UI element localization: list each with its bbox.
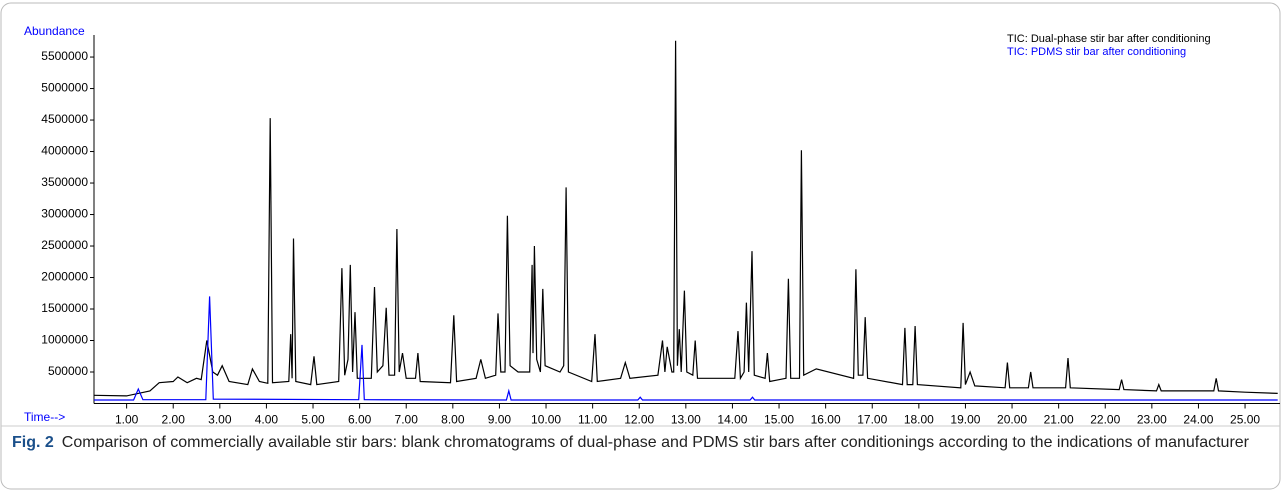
x-tick-label: 2.00 bbox=[162, 413, 186, 427]
y-tick-label: 2500000 bbox=[41, 238, 88, 252]
y-tick-label: 2000000 bbox=[41, 270, 88, 284]
y-tick-label: 4000000 bbox=[41, 144, 88, 158]
legend-entry: TIC: Dual-phase stir bar after condition… bbox=[1007, 33, 1211, 45]
x-tick-label: 1.00 bbox=[115, 413, 139, 427]
x-axis-label: Time--> bbox=[24, 410, 65, 424]
x-tick-label: 16.00 bbox=[811, 413, 841, 427]
y-tick-label: 5500000 bbox=[41, 49, 88, 63]
y-tick-label: 1000000 bbox=[41, 333, 88, 347]
series-line bbox=[93, 40, 1278, 397]
y-tick-label: 3000000 bbox=[41, 207, 88, 221]
x-tick-label: 8.00 bbox=[441, 413, 465, 427]
x-tick-label: 23.00 bbox=[1137, 413, 1167, 427]
x-tick-label: 17.00 bbox=[857, 413, 887, 427]
y-axis-label: Abundance bbox=[24, 24, 85, 38]
x-tick-label: 7.00 bbox=[395, 413, 419, 427]
x-tick-label: 6.00 bbox=[348, 413, 372, 427]
y-tick-label: 500000 bbox=[48, 364, 88, 378]
x-tick-label: 13.00 bbox=[671, 413, 701, 427]
y-tick-label: 5000000 bbox=[41, 81, 88, 95]
x-tick-label: 20.00 bbox=[997, 413, 1027, 427]
x-tick-label: 4.00 bbox=[255, 413, 279, 427]
x-tick-label: 12.00 bbox=[624, 413, 654, 427]
x-tick-label: 22.00 bbox=[1090, 413, 1120, 427]
caption: Fig. 2 Comparison of commercially availab… bbox=[12, 432, 1267, 453]
x-tick-label: 9.00 bbox=[488, 413, 512, 427]
x-tick-label: 15.00 bbox=[764, 413, 794, 427]
caption-label: Fig. 2 bbox=[12, 434, 54, 451]
x-tick-label: 25.00 bbox=[1230, 413, 1260, 427]
x-tick-label: 21.00 bbox=[1044, 413, 1074, 427]
x-tick-label: 5.00 bbox=[301, 413, 325, 427]
x-tick-label: 3.00 bbox=[208, 413, 232, 427]
x-tick-label: 18.00 bbox=[904, 413, 934, 427]
series-line bbox=[94, 296, 1278, 401]
y-tick-label: 3500000 bbox=[41, 175, 88, 189]
x-tick-label: 11.00 bbox=[578, 413, 607, 427]
x-tick-label: 24.00 bbox=[1183, 413, 1213, 427]
y-tick-label: 4500000 bbox=[41, 112, 88, 126]
x-tick-label: 19.00 bbox=[950, 413, 980, 427]
x-tick-label: 14.00 bbox=[717, 413, 747, 427]
legend-entry: TIC: PDMS stir bar after conditioning bbox=[1007, 46, 1186, 58]
x-tick-label: 10.00 bbox=[531, 413, 561, 427]
y-tick-label: 1500000 bbox=[41, 301, 88, 315]
caption-text: Comparison of commercially available sti… bbox=[61, 434, 1250, 451]
